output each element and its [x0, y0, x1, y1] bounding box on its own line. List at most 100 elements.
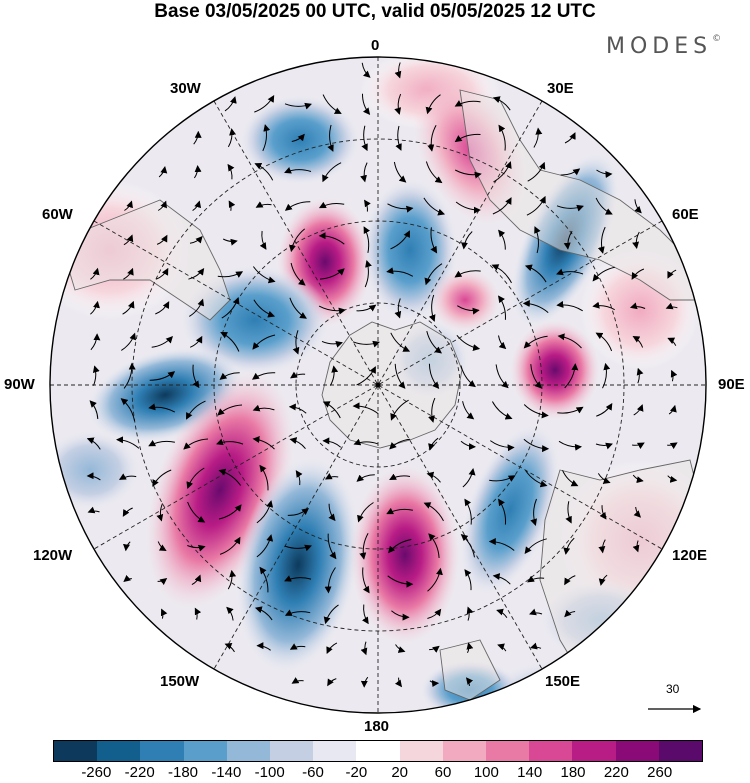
- wind-vector: [190, 335, 203, 348]
- wind-vector: [262, 124, 271, 152]
- wind-vector: [121, 332, 137, 351]
- wind-vector: [429, 680, 440, 688]
- wind-vector: [460, 365, 476, 388]
- brand-mark: ©: [712, 34, 722, 44]
- wind-vector: [329, 365, 339, 386]
- wind-vector: [592, 266, 615, 282]
- wind-vector: [124, 200, 133, 211]
- wind-vector: [192, 200, 202, 212]
- wind-vector: [466, 642, 474, 654]
- wind-vector: [148, 439, 176, 447]
- wind-vector: [218, 468, 242, 486]
- wind-vector: [428, 363, 440, 389]
- wind-vector: [289, 297, 307, 319]
- wind-vector: [665, 302, 678, 310]
- wind-vector: [595, 332, 613, 352]
- wind-vector: [632, 474, 644, 484]
- wind-vector: [217, 271, 244, 278]
- wind-vector: [529, 608, 543, 616]
- meridian-label-90e: 90E: [718, 376, 745, 393]
- wind-vector: [92, 365, 100, 386]
- wind-vector: [224, 96, 237, 112]
- wind-vector: [123, 267, 134, 280]
- wind-vector: [526, 195, 546, 216]
- wind-vector: [224, 643, 235, 653]
- wind-vector: [393, 161, 407, 183]
- brand-text: MODES: [606, 34, 713, 59]
- wind-vector: [152, 469, 172, 487]
- wind-vector: [595, 442, 613, 450]
- meridian-label-60w: 60W: [42, 206, 73, 223]
- wind-vector: [227, 569, 237, 590]
- wind-vector: [252, 436, 275, 450]
- wind-vector: [256, 500, 274, 524]
- wind-vector: [218, 504, 242, 520]
- wind-vector: [523, 404, 549, 419]
- wind-vector: [251, 372, 276, 380]
- meridian-label-0: 0: [371, 37, 380, 54]
- wind-vector: [391, 610, 410, 621]
- wind-vector: [465, 677, 474, 687]
- wind-vector: [255, 201, 272, 208]
- wind-vector: [219, 372, 240, 380]
- wind-vector: [360, 162, 368, 183]
- meridian-label-150e: 150E: [545, 673, 581, 690]
- wind-vector: [557, 333, 582, 349]
- wind-vector: [189, 298, 205, 317]
- wind-vector: [490, 440, 515, 452]
- graticule: [50, 57, 706, 713]
- wind-vector: [667, 442, 678, 450]
- wind-vector: [151, 335, 173, 348]
- wind-vector: [425, 161, 443, 184]
- landmass: [539, 459, 706, 691]
- wind-vector: [227, 163, 235, 180]
- wind-vector: [394, 298, 402, 319]
- wind-vector: [289, 643, 306, 650]
- wind-vector: [534, 226, 541, 254]
- wind-vector: [430, 227, 438, 254]
- wind-vector: [564, 609, 576, 618]
- wind-vector: [284, 575, 312, 582]
- wind-vector: [157, 541, 167, 551]
- wind-vector: [527, 575, 545, 583]
- wind-vector: [670, 369, 678, 382]
- colorbar-tick-label: 180: [560, 764, 586, 781]
- wind-vector: [352, 402, 379, 415]
- wind-vector: [362, 567, 370, 594]
- wind-vector: [560, 168, 581, 176]
- colorbar: [53, 740, 703, 762]
- wind-vector: [523, 335, 548, 349]
- colorbar-tick-label: -180: [167, 764, 199, 781]
- wind-vector: [284, 544, 312, 552]
- wind-vector: [254, 95, 275, 113]
- wind-vector: [319, 268, 345, 280]
- wind-vector: [428, 437, 439, 451]
- wind-vector: [632, 336, 644, 348]
- wind-vector: [360, 676, 369, 688]
- wind-vector: [460, 231, 473, 250]
- wind-vector: [564, 132, 576, 144]
- wind-vector: [668, 404, 677, 415]
- wind-vector: [498, 335, 507, 350]
- brand-logo: MODES©: [606, 34, 721, 59]
- wind-vector: [158, 166, 168, 178]
- wind-vector: [356, 474, 375, 482]
- wind-vector: [557, 406, 584, 414]
- wind-vector: [252, 404, 275, 412]
- colorbar-tick-label: 60: [434, 764, 452, 781]
- wind-vector: [387, 575, 414, 588]
- wind-vector: [322, 437, 342, 448]
- meridian-label-150w: 150W: [160, 673, 200, 690]
- wind-vector: [160, 608, 168, 619]
- wind-vector: [563, 537, 575, 555]
- wind-vector: [156, 267, 169, 280]
- wind-vector: [597, 473, 611, 484]
- colorbar-swatch: [615, 741, 659, 761]
- wind-vector: [491, 264, 512, 284]
- wind-vector: [522, 299, 549, 313]
- wind-vector: [454, 169, 482, 179]
- wind-vector: [187, 501, 206, 523]
- wind-vector: [428, 397, 436, 423]
- chart-title: Base 03/05/2025 00 UTC, valid 05/05/2025…: [154, 1, 596, 22]
